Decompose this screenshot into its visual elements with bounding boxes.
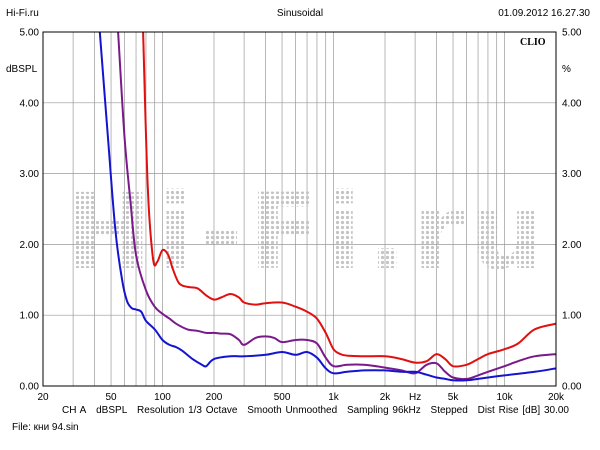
y-tick-left-label: 5.00 (20, 28, 40, 39)
y-axis-right-labels: 0.00 1.00 2.00 3.00 4.00 5.00 (562, 28, 582, 393)
series-line-blue (98, 32, 556, 382)
unit-label: dBSPL (96, 405, 128, 416)
x-axis-labels: 20 50 100 200 500 1k 2k 5k 10k 20k Hz (37, 392, 565, 403)
y-tick-right-label: 4.00 (562, 98, 582, 109)
clio-brand-label: CLIO (520, 37, 546, 48)
sampling-label: Sampling 96kHz (346, 405, 421, 416)
x-tick-label: 50 (105, 392, 117, 403)
y-tick-left-label: 2.00 (20, 240, 40, 251)
x-tick-label: 20 (37, 392, 49, 403)
y-tick-right-label: 1.00 (562, 311, 582, 322)
x-tick-label: 10k (496, 392, 513, 403)
file-name-label: File: кни 94.sin (12, 422, 79, 433)
y-tick-right-label: 3.00 (562, 169, 582, 180)
header-left-title: Hi-Fi.ru (6, 8, 39, 19)
dist-rise-label: Dist Rise [dB] 30.00 (477, 405, 569, 416)
x-tick-label: 5k (448, 392, 460, 403)
watermark: Hi-Fi.ru (65, 171, 550, 293)
y-axis-left-labels: 0.00 1.00 2.00 3.00 4.00 5.00 (20, 28, 40, 393)
x-tick-label: 200 (206, 392, 223, 403)
watermark-text: Hi-Fi.ru (65, 171, 550, 293)
y-tick-right-label: 2.00 (562, 240, 582, 251)
grid-lines (43, 32, 556, 386)
y-tick-right-label: 5.00 (562, 28, 582, 39)
y-tick-left-label: 3.00 (20, 169, 40, 180)
header-timestamp: 01.09.2012 16.27.30 (498, 8, 590, 19)
x-tick-label: 20k (548, 392, 565, 403)
resolution-label: Resolution 1/3 Octave (137, 405, 238, 416)
stepped-label: Stepped (430, 405, 468, 416)
x-tick-label: 1k (328, 392, 340, 403)
x-tick-label: 2k (380, 392, 392, 403)
y-tick-right-label: 0.00 (562, 382, 582, 393)
plot-frame (42, 31, 557, 387)
measurement-settings-bar: CH A dBSPL Resolution 1/3 Octave Smooth … (62, 405, 575, 416)
y-axis-left-unit: dBSPL (6, 64, 38, 75)
header-measurement-type: Sinusoidal (276, 8, 324, 19)
series-line-red (142, 32, 556, 368)
x-axis-unit-label: Hz (409, 392, 421, 403)
data-series (98, 32, 556, 382)
x-tick-label: 100 (154, 392, 171, 403)
smoothing-label: Smooth Unmoothed (247, 405, 338, 416)
y-tick-left-label: 0.00 (20, 382, 40, 393)
channel-label: CH A (62, 405, 87, 416)
series-line-purple (117, 32, 556, 381)
x-tick-label: 500 (274, 392, 291, 403)
y-axis-right-unit: % (562, 64, 571, 75)
y-tick-left-label: 4.00 (20, 98, 40, 109)
y-tick-left-label: 1.00 (20, 311, 40, 322)
